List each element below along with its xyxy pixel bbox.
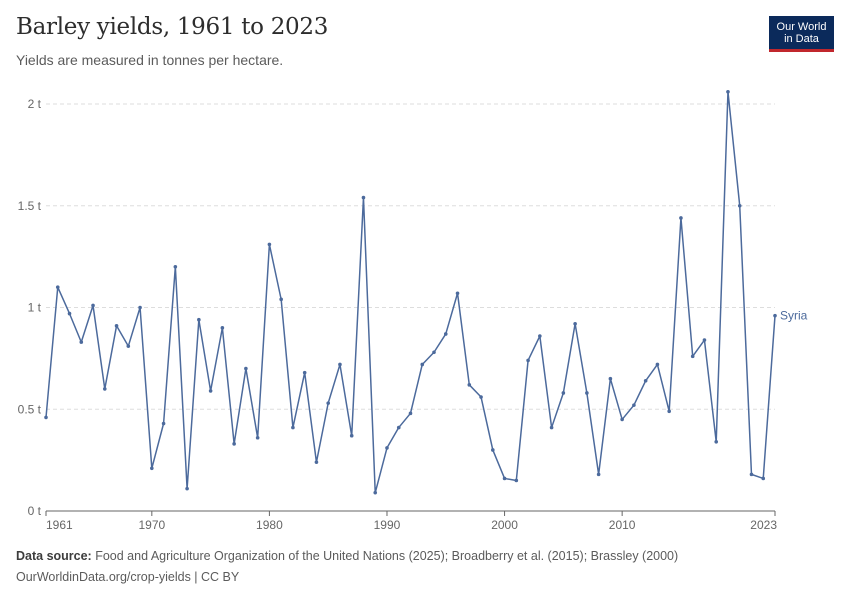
chart-subtitle: Yields are measured in tonnes per hectar… <box>16 52 284 68</box>
chart-title: Barley yields, 1961 to 2023 <box>16 14 329 40</box>
data-point <box>679 216 683 220</box>
data-point <box>232 442 236 446</box>
data-point <box>632 403 636 407</box>
data-point <box>561 391 566 395</box>
data-point <box>432 350 436 355</box>
data-point <box>608 376 613 381</box>
data-point <box>79 340 84 344</box>
data-point <box>338 362 342 367</box>
x-tick-label: 2023 <box>750 518 777 532</box>
x-tick-label: 1970 <box>138 518 165 532</box>
data-point <box>396 425 401 430</box>
logo-line-1: Our World <box>776 20 827 33</box>
x-tick-label: 2010 <box>609 518 636 532</box>
data-point <box>44 415 48 420</box>
data-point <box>596 472 601 477</box>
owid-logo[interactable]: Our World in Data <box>769 16 834 52</box>
data-point <box>244 366 248 371</box>
data-point <box>620 417 624 422</box>
data-point <box>643 378 648 383</box>
data-point <box>173 265 178 269</box>
logo-line-2: in Data <box>784 32 819 45</box>
data-source-note: Data source: Food and Agriculture Organi… <box>16 549 678 563</box>
data-point <box>714 440 719 444</box>
data-point <box>573 321 577 326</box>
data-point <box>314 460 319 464</box>
data-point <box>655 362 660 367</box>
data-point <box>667 409 671 414</box>
y-tick-label: 0 t <box>28 504 42 518</box>
x-tick-label: 1980 <box>256 518 283 532</box>
data-point <box>185 486 189 491</box>
data-point <box>161 421 166 426</box>
data-point <box>385 446 389 450</box>
data-source-text: Food and Agriculture Organization of the… <box>95 549 679 563</box>
x-tick-label: 1990 <box>374 518 401 532</box>
data-point <box>208 389 213 393</box>
data-point <box>102 387 107 391</box>
x-tick-label: 2000 <box>491 518 518 532</box>
data-point <box>455 291 460 296</box>
data-point <box>467 383 472 387</box>
data-point <box>114 324 119 328</box>
source-url-note: OurWorldinData.org/crop-yields | CC BY <box>16 570 240 584</box>
data-point <box>150 466 154 471</box>
data-point <box>291 425 295 430</box>
data-point <box>279 297 283 302</box>
data-point <box>514 478 519 483</box>
data-point <box>138 305 142 310</box>
y-tick-label: 0.5 t <box>18 402 42 416</box>
y-tick-label: 2 t <box>28 97 42 111</box>
data-point <box>585 391 589 395</box>
data-point <box>361 195 366 200</box>
y-tick-label: 1 t <box>28 301 42 315</box>
data-point <box>479 395 483 399</box>
data-point <box>373 490 378 495</box>
data-source-label: Data source: <box>16 549 92 563</box>
data-point <box>443 332 448 336</box>
data-point <box>126 344 131 348</box>
data-point <box>502 476 507 481</box>
series-group: Syria <box>44 89 808 495</box>
data-point <box>349 433 354 438</box>
data-point <box>408 411 413 416</box>
data-point <box>220 326 225 330</box>
data-point <box>267 242 272 247</box>
x-tick-label: 1961 <box>46 518 73 532</box>
x-axis: 1961 1970 1980 1990 2000 2010 2023 <box>45 510 777 532</box>
data-point <box>749 472 754 477</box>
series-line-syria <box>45 91 776 494</box>
data-point <box>538 334 542 338</box>
data-point <box>549 425 554 430</box>
data-point <box>91 303 95 308</box>
series-label: Syria <box>780 309 808 323</box>
line-chart: 0 t 0.5 t 1 t 1.5 t 2 t 1961 1970 1980 1990 2000… <box>18 89 808 532</box>
data-point <box>197 317 201 322</box>
data-point <box>302 370 307 375</box>
data-point <box>526 358 530 363</box>
data-point <box>67 311 72 316</box>
data-point <box>326 401 330 405</box>
data-point <box>737 203 742 208</box>
data-point <box>491 448 495 452</box>
data-point <box>690 354 695 359</box>
y-axis: 0 t 0.5 t 1 t 1.5 t 2 t <box>18 97 42 518</box>
data-point <box>420 362 425 367</box>
data-point <box>726 89 730 94</box>
data-point <box>773 313 777 318</box>
data-point <box>702 338 707 342</box>
data-point <box>761 476 766 481</box>
y-tick-label: 1.5 t <box>18 199 42 213</box>
data-point <box>55 285 60 289</box>
gridlines <box>46 103 775 410</box>
data-point <box>255 435 260 440</box>
